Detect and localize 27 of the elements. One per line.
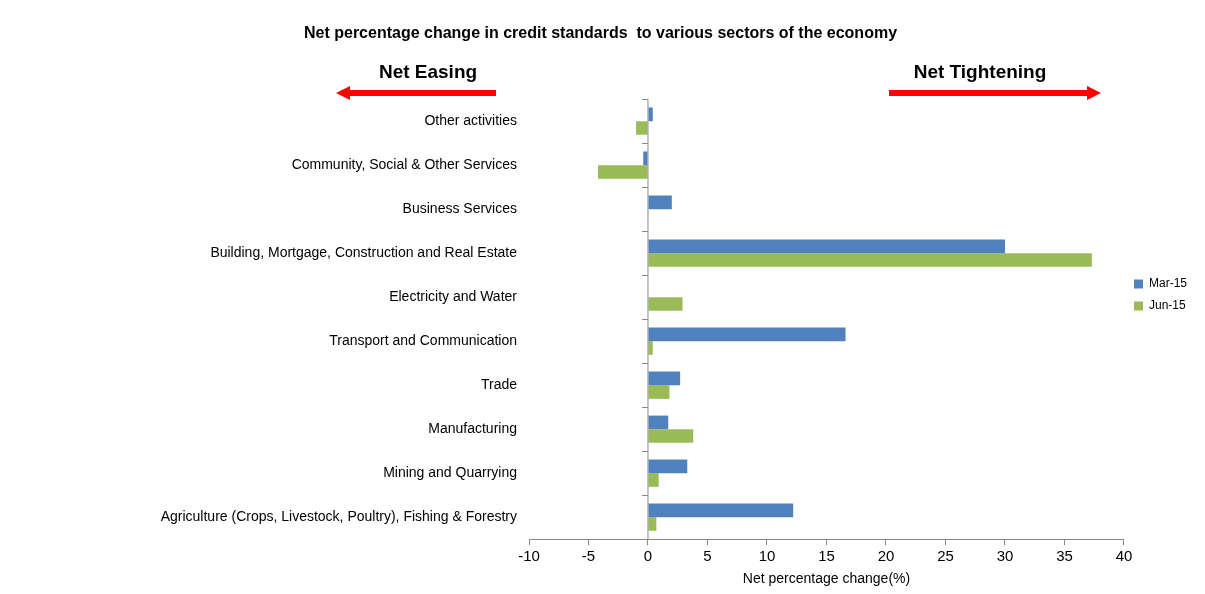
text: Net Easing [378, 61, 478, 83]
y-tick-label: Other activities [424, 112, 517, 129]
x-tick-label: 25 [937, 547, 954, 565]
x-tick-label: 35 [1056, 547, 1073, 565]
x-axis-title: Net percentage change(%) [742, 570, 911, 587]
y-tick-label: Transport and Communication [329, 332, 517, 349]
x-tick-label: 15 [818, 547, 835, 565]
y-tick-label: Manufacturing [428, 420, 517, 437]
chart-title: Net percentage change in credit standards to various sectors of the economy [303, 24, 898, 42]
y-tick-label: Community, Social & Other Services [291, 156, 517, 173]
x-tick-label: 30 [996, 547, 1014, 565]
x-tick-label: 20 [877, 547, 895, 565]
x-tick-label: -10 [518, 547, 540, 565]
x-tick-label: -5 [581, 547, 596, 565]
x-tick-label: 0 [643, 547, 653, 565]
y-tick-label: Mining and Quarrying [383, 464, 517, 481]
y-tick-label: Electricity and Water [389, 288, 518, 305]
legend-label: Mar-15 [1148, 276, 1188, 291]
x-tick-label: 40 [1115, 547, 1133, 565]
x-tick-label: 10 [758, 547, 776, 565]
y-tick-label: Building, Mortgage, Construction and Real Estate [210, 244, 518, 261]
y-tick-label: Business Services [402, 200, 517, 217]
text: Net Tightening [913, 61, 1047, 83]
x-tick-label: 5 [703, 547, 712, 565]
legend-label: Jun-15 [1148, 298, 1187, 313]
y-tick-label: Agriculture (Crops, Livestock, Poultry), Fishing & Forestry [160, 508, 517, 525]
y-tick-label: Trade [480, 376, 518, 393]
